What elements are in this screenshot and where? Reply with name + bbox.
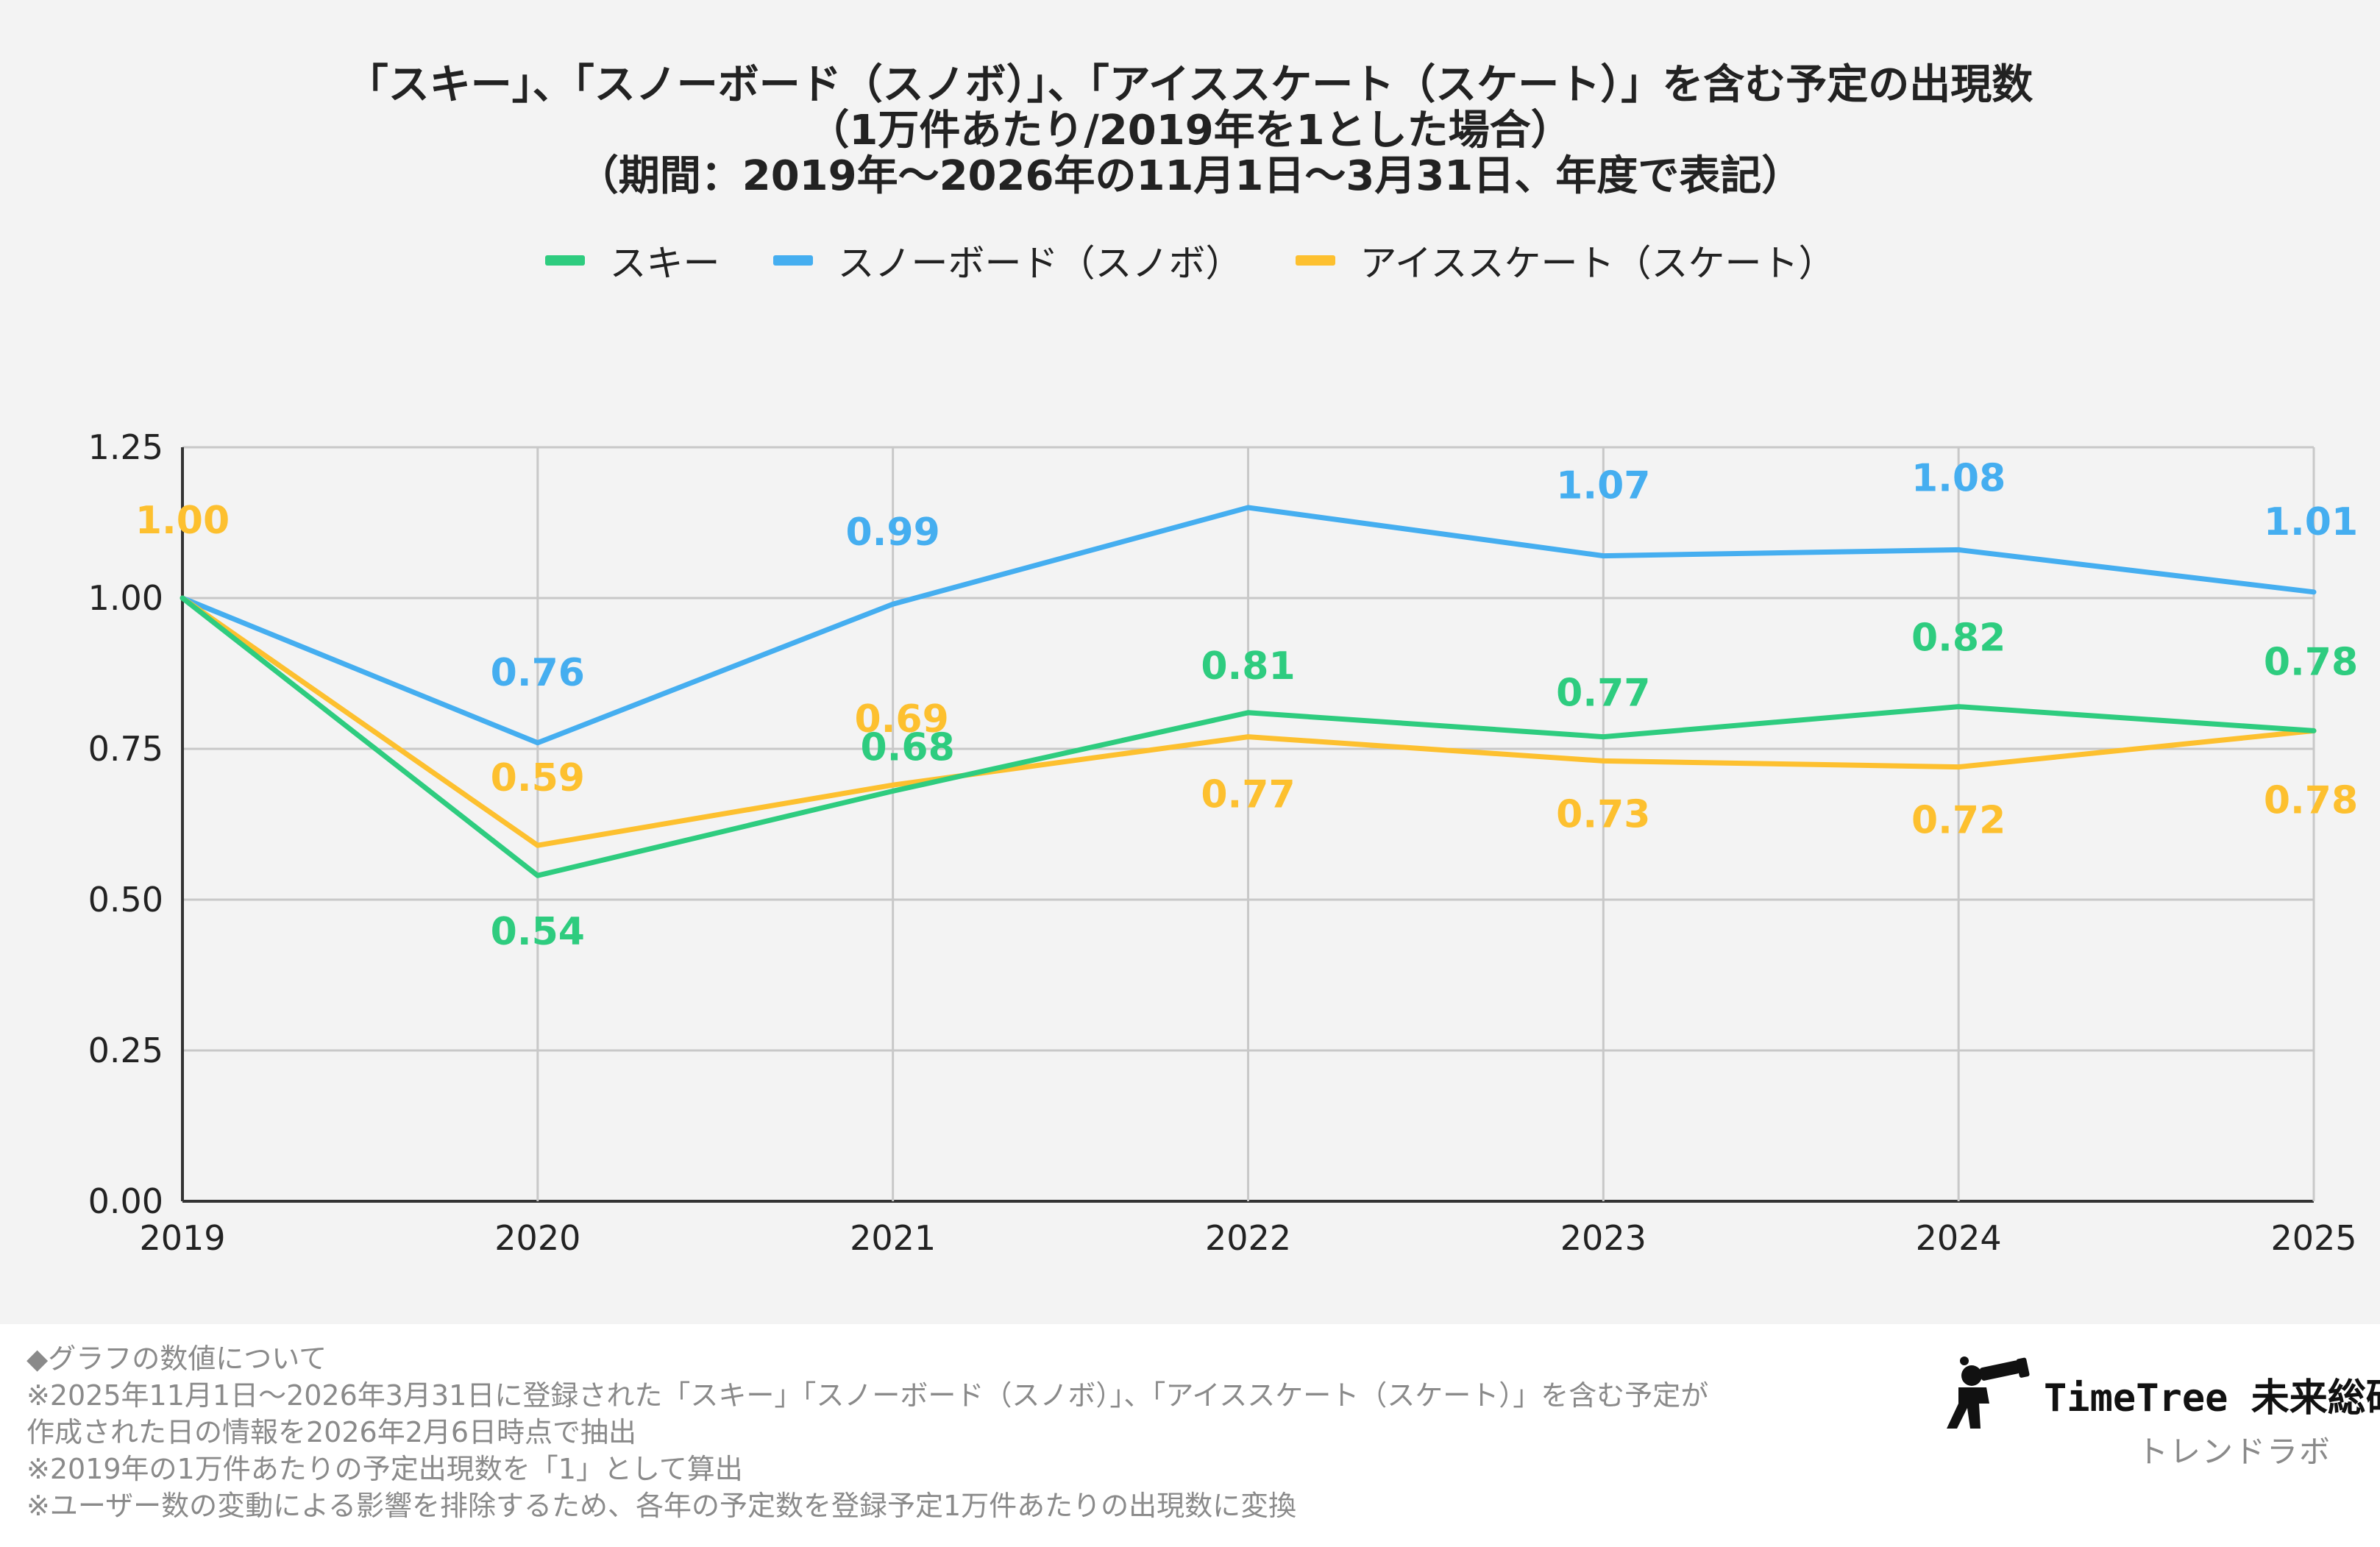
data-label-skate: 0.78 [2264,778,2358,822]
x-tick-label: 2021 [850,1218,936,1258]
data-label-snowboard: 0.76 [491,651,585,695]
x-tick-label: 2019 [139,1218,225,1258]
footnote-line-3: ※2019年の1万件あたりの予定出現数を「1」として算出 [26,1453,743,1485]
data-label-ski: 0.68 [861,725,955,769]
data-label-skate: 0.72 [1911,799,2006,843]
series-line-snowboard [180,505,2317,746]
data-label-skate: 0.77 [1201,773,1295,817]
data-label-ski: 0.81 [1201,644,1295,689]
data-label-skate: 0.59 [491,756,585,800]
legend-item-ski[interactable]: スキー [544,234,720,287]
y-tick-label: 0.00 [88,1181,163,1221]
data-label-ski: 0.78 [2264,640,2358,684]
data-label-snowboard: 1.07 [1556,464,1650,508]
series-line-skate [180,595,2317,848]
data-label-skate: 0.73 [1556,792,1650,836]
chart-title-line-3: （期間：2019年〜2026年の11月1日〜3月31日、年度で表記） [577,152,1803,200]
legend-item-skate[interactable]: アイススケート（スケート） [1295,234,1836,287]
legend-swatch-snowboard [772,255,813,266]
chart-panel [0,0,2380,1324]
legend-swatch-ski [544,255,585,266]
y-tick-label: 1.00 [88,578,163,618]
legend-swatch-skate [1295,255,1335,266]
y-tick-label: 1.25 [88,427,163,467]
data-label-ski: 0.77 [1556,672,1650,716]
legend-label-skate: アイススケート（スケート） [1360,242,1836,285]
x-tick-label: 2023 [1560,1218,1647,1258]
x-tick-label: 2024 [1916,1218,2002,1258]
series-line-ski [180,595,2317,878]
data-label-ski: 0.54 [491,910,585,954]
brand-name: TimeTree 未来総研 [2044,1376,2380,1420]
y-tick-label: 0.25 [88,1031,163,1070]
chart-legend: スキー スノーボード（スノボ） アイススケート（スケート） [0,234,2380,287]
chart-title-line-1: 「スキー」、「スノーボード（スノボ）」、「アイススケート（スケート）」を含む予定… [347,61,2033,109]
brand-subtitle: トレンドラボ [2137,1434,2332,1470]
chart-title-line-2: （1万件あたり/2019年を1とした場合） [808,107,1572,154]
y-tick-label: 0.75 [88,729,163,769]
data-label-skate: 0.69 [855,697,949,742]
x-tick-label: 2022 [1205,1218,1291,1258]
legend-label-ski: スキー [609,242,720,285]
y-tick-label: 0.50 [88,880,163,920]
line-chart: 0.00 0.25 0.50 0.75 1.00 1.25 2019 2020 2021 2022… [88,427,2359,1258]
data-label-snowboard: 1.08 [1911,456,2006,500]
footnote-line-2: 作成された日の情報を2026年2月6日時点で抽出 [26,1416,637,1448]
data-label-ski: 0.82 [1911,616,2006,661]
telescope-person-logo-icon [1947,1356,2030,1429]
legend-label-snowboard: スノーボード（スノボ） [837,242,1243,285]
legend-item-snowboard[interactable]: スノーボード（スノボ） [772,234,1243,287]
footnote-heading: ◆グラフの数値について [26,1342,327,1375]
x-tick-label: 2020 [494,1218,580,1258]
footnote-line-4: ※ユーザー数の変動による影響を排除するため、各年の予定数を登録予定1万件あたりの… [26,1490,1297,1522]
x-tick-label: 2025 [2270,1218,2356,1258]
data-label-snowboard: 1.01 [2264,500,2358,544]
data-label-skate: 1.00 [135,499,230,543]
data-label-snowboard: 0.99 [846,511,940,555]
footnote-line-1: ※2025年11月1日〜2026年3月31日に登録された「スキー」「スノーボード… [26,1379,1709,1412]
